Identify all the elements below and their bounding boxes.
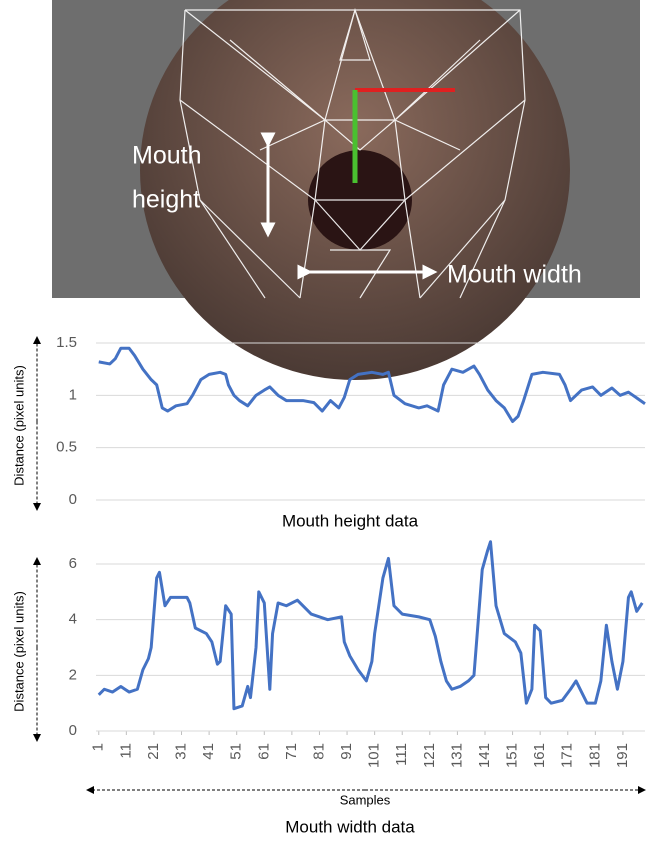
x-tick-label: 191 — [614, 743, 631, 768]
x-tick-label: 181 — [586, 743, 603, 768]
height-label: height — [132, 186, 200, 214]
y-tick-label: 1 — [69, 386, 77, 403]
y-tick-label: 0 — [69, 491, 77, 508]
y-tick-label: 1.5 — [56, 334, 77, 351]
x-tick-label: 41 — [200, 743, 217, 760]
data-line — [98, 346, 646, 423]
x-tick-label: 51 — [228, 743, 245, 760]
y-axis-label: Distance (pixel units) — [11, 591, 26, 712]
x-tick-label: 131 — [448, 743, 465, 768]
y-tick-label: 0.5 — [56, 439, 77, 456]
y-tick-label: 4 — [69, 611, 77, 628]
x-tick-label: 141 — [476, 743, 493, 768]
chart-title: Mouth width data — [285, 817, 415, 836]
x-tick-label: 151 — [504, 743, 521, 768]
x-tick-label: 21 — [145, 743, 162, 760]
y-tick-label: 0 — [69, 722, 77, 739]
x-tick-label: 11 — [117, 743, 134, 759]
x-tick-label: 171 — [559, 743, 576, 768]
y-tick-label: 2 — [69, 666, 77, 683]
face-photo: Mouth height Mouth width — [52, 0, 640, 380]
x-tick-label: 121 — [421, 743, 438, 768]
x-tick-label: 81 — [310, 743, 327, 760]
y-axis-label: Distance (pixel units) — [11, 365, 26, 486]
data-line — [97, 540, 644, 711]
x-tick-label: 101 — [366, 743, 383, 768]
chart-title: Mouth height data — [282, 511, 419, 530]
x-tick-label: 61 — [255, 743, 272, 760]
x-axis-label: Samples — [340, 792, 391, 807]
x-tick-label: 31 — [172, 743, 189, 760]
x-tick-label: 111 — [393, 743, 410, 766]
height-label: Mouth — [132, 142, 201, 170]
x-tick-label: 71 — [283, 743, 300, 760]
width-label: Mouth width — [447, 261, 582, 289]
x-tick-label: 91 — [338, 743, 355, 760]
y-tick-label: 6 — [69, 555, 77, 572]
x-tick-label: 161 — [531, 743, 548, 768]
x-tick-label: 1 — [90, 743, 107, 751]
